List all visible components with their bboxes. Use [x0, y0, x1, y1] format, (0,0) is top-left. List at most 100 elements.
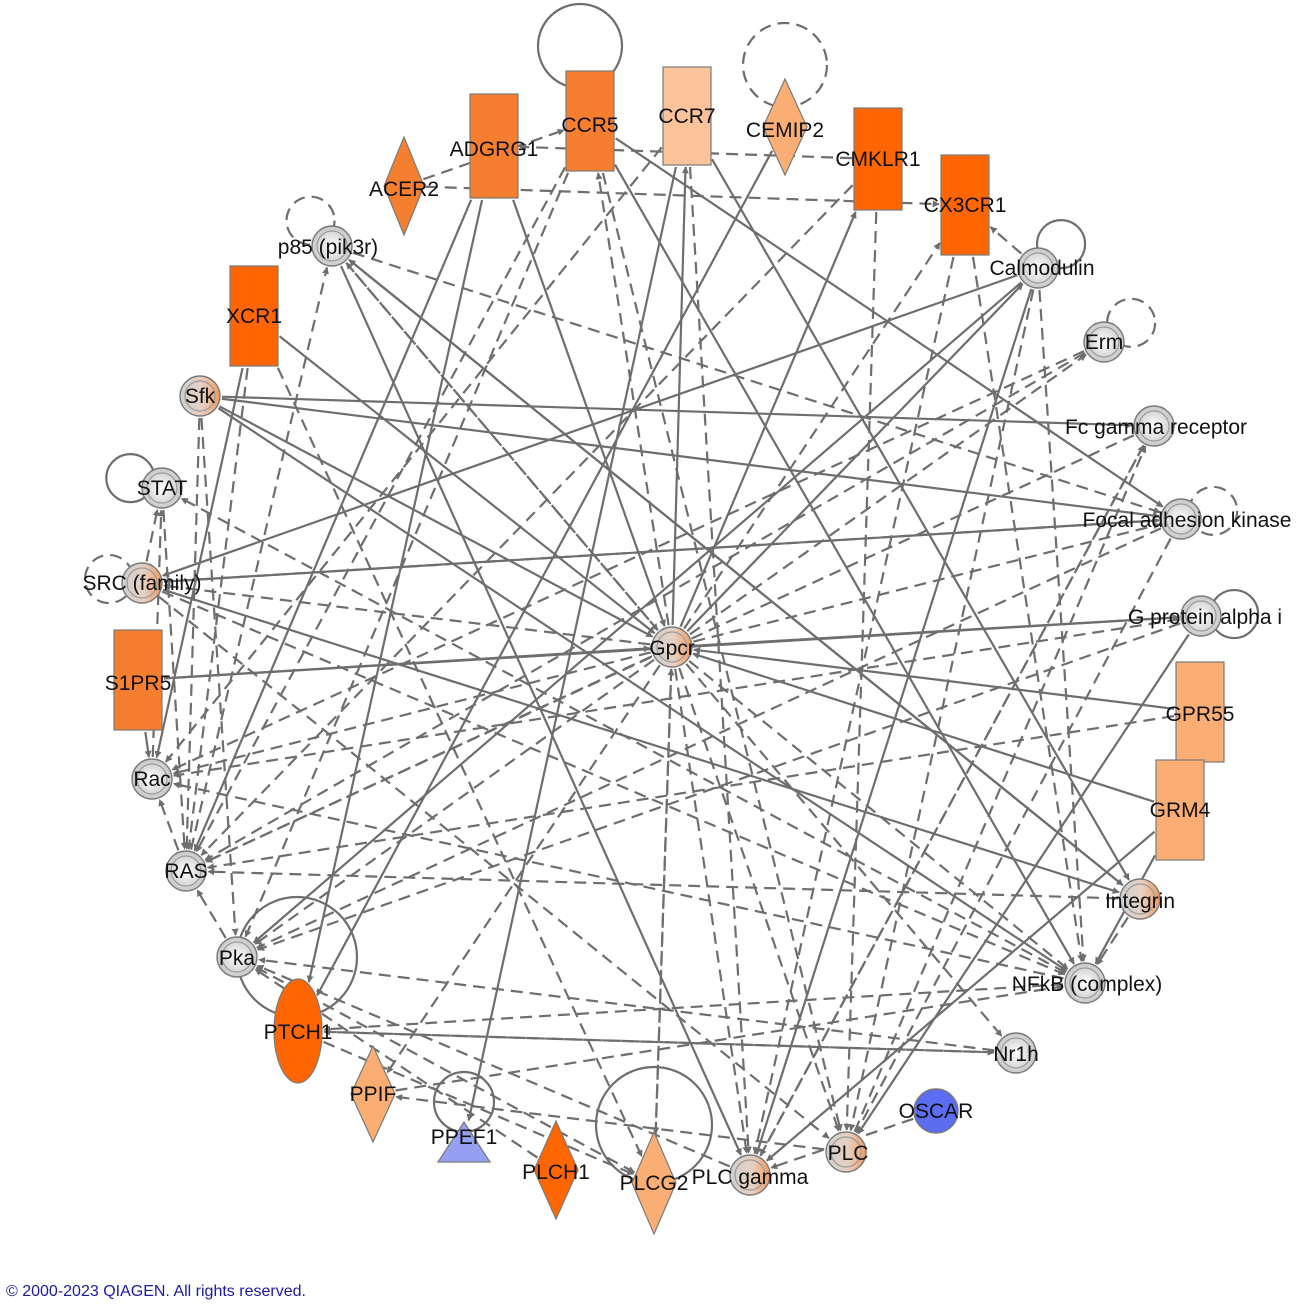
- node-gpai[interactable]: G protein alpha i: [1128, 595, 1282, 637]
- node-gpcr[interactable]: Gpcr: [649, 626, 695, 668]
- node-grm4[interactable]: GRM4: [1150, 759, 1211, 861]
- node-nfkb[interactable]: NFkB (complex): [1012, 962, 1163, 1004]
- node-cx3cr1[interactable]: CX3CR1: [924, 154, 1007, 256]
- node-label: Fc gamma receptor: [1065, 416, 1247, 439]
- node-label: NFkB (complex): [1012, 973, 1163, 996]
- self-loops-layer: [83, 2, 1260, 1185]
- node-src[interactable]: SRC (family): [83, 562, 202, 604]
- edge-ras-to-p85: [189, 266, 329, 850]
- node-ptch1[interactable]: PTCH1: [264, 978, 333, 1084]
- node-label: PPIF: [350, 1083, 397, 1106]
- edge-ptch1-to-nr1h: [323, 1030, 995, 1056]
- node-pka[interactable]: Pka: [216, 936, 258, 978]
- node-inner-ring: [136, 763, 168, 795]
- edge-xcr1-to-ras: [185, 367, 249, 850]
- node-label: CCR7: [658, 105, 715, 128]
- node-shape-triangle: [436, 1120, 492, 1163]
- node-ccr5[interactable]: CCR5: [561, 70, 619, 172]
- edge-gpcr-to-nfkb: [688, 660, 1069, 970]
- node-cmklr1[interactable]: CMKLR1: [835, 107, 921, 211]
- node-label: PLCH1: [522, 1161, 590, 1184]
- node-integrin[interactable]: Integrin: [1105, 878, 1175, 920]
- node-shape-ellipse: [273, 978, 323, 1084]
- edge-calmodulin-to-pka: [252, 281, 1023, 944]
- node-plch1[interactable]: PLCH1: [522, 1119, 590, 1221]
- node-erm[interactable]: Erm: [1083, 321, 1125, 363]
- node-inner-ring: [316, 230, 348, 262]
- node-sfk[interactable]: Sfk: [179, 375, 221, 417]
- node-label: GRM4: [1150, 799, 1211, 822]
- edge-pka-to-ras: [196, 889, 227, 939]
- node-cemip2[interactable]: CEMIP2: [746, 77, 824, 177]
- node-calmodulin[interactable]: Calmodulin: [989, 247, 1095, 289]
- edge-ccr5-to-plc: [601, 172, 843, 1132]
- node-shape-circle: [179, 375, 221, 417]
- node-inner-ring: [656, 631, 688, 663]
- node-label: PLC: [828, 1142, 869, 1165]
- node-gpr55[interactable]: GPR55: [1166, 661, 1235, 763]
- edge-gpai-to-pka: [257, 622, 1181, 951]
- edge-xcr1-to-plcg2: [276, 367, 643, 1158]
- edge-ccr5-to-nfkb: [614, 163, 1075, 965]
- node-label: XCR1: [226, 305, 282, 328]
- edge-calmodulin-to-cx3cr1: [989, 226, 1023, 255]
- node-label: S1PR5: [105, 672, 172, 695]
- node-inner-ring: [1022, 252, 1054, 284]
- node-shape-circle: [913, 1088, 959, 1134]
- node-ppif[interactable]: PPIF: [350, 1044, 397, 1144]
- node-s1pr5[interactable]: S1PR5: [105, 629, 172, 731]
- node-oscar[interactable]: OSCAR: [899, 1088, 974, 1134]
- node-shape-circle: [995, 1032, 1037, 1074]
- edge-sfk-to-nfkb: [217, 407, 1068, 972]
- node-ppef1[interactable]: PPEF1: [431, 1120, 498, 1163]
- edge-ras-to-rac: [158, 798, 180, 851]
- node-p85[interactable]: p85 (pik3r): [278, 225, 378, 267]
- node-label: G protein alpha i: [1128, 606, 1282, 629]
- edge-sfk-to-ras: [183, 417, 201, 850]
- node-shape-rect: [565, 70, 615, 172]
- node-plcgamma[interactable]: PLC gamma: [692, 1154, 809, 1196]
- node-xcr1[interactable]: XCR1: [226, 265, 282, 367]
- node-inner-ring: [221, 941, 253, 973]
- node-shape-circle: [651, 626, 693, 668]
- node-label: OSCAR: [899, 1100, 974, 1123]
- node-rac[interactable]: Rac: [131, 758, 173, 800]
- edge-calmodulin-to-plcgamma: [755, 288, 1033, 1155]
- edge-s1pr5-to-rac: [144, 731, 152, 758]
- edges-layer: [144, 128, 1190, 1176]
- node-plcg2[interactable]: PLCG2: [620, 1130, 689, 1236]
- node-label: ACER2: [369, 178, 439, 201]
- edge-sfk-to-fcgr: [221, 395, 1133, 429]
- edge-grm4-to-gpcr: [692, 652, 1155, 803]
- node-fak[interactable]: Focal adhesion kinase: [1083, 498, 1292, 540]
- node-inner-ring: [1069, 967, 1101, 999]
- node-label: Focal adhesion kinase: [1083, 509, 1292, 532]
- node-label: CMKLR1: [835, 148, 920, 171]
- copyright-notice: © 2000-2023 QIAGEN. All rights reserved.: [6, 1283, 306, 1300]
- node-nr1h[interactable]: Nr1h: [993, 1032, 1039, 1074]
- node-label: PLC gamma: [692, 1166, 809, 1189]
- edge-gpcr-to-pka: [254, 658, 655, 946]
- node-ccr7[interactable]: CCR7: [658, 66, 716, 166]
- node-label: p85 (pik3r): [278, 236, 378, 259]
- node-ras[interactable]: RAS: [164, 850, 208, 892]
- node-shape-rect: [1175, 661, 1225, 763]
- node-fcgr[interactable]: Fc gamma receptor: [1065, 405, 1247, 447]
- node-shape-circle: [311, 225, 353, 267]
- node-adgrg1[interactable]: ADGRG1: [450, 93, 539, 199]
- node-stat[interactable]: STAT: [137, 467, 188, 509]
- edge-calmodulin-to-nfkb: [1038, 289, 1087, 962]
- self-loop-p85: [285, 195, 336, 246]
- node-shape-rect: [469, 93, 519, 199]
- node-shape-circle: [1017, 247, 1059, 289]
- node-plc[interactable]: PLC: [825, 1131, 869, 1173]
- node-shape-circle: [1160, 498, 1202, 540]
- node-shape-diamond: [762, 77, 808, 177]
- node-label: Rac: [133, 768, 170, 791]
- node-inner-ring: [126, 567, 158, 599]
- node-shape-circle: [1180, 595, 1222, 637]
- edge-erm-to-rac: [171, 350, 1085, 771]
- node-acer2[interactable]: ACER2: [369, 135, 439, 237]
- node-shape-circle: [729, 1154, 771, 1196]
- node-label: Pka: [219, 947, 256, 970]
